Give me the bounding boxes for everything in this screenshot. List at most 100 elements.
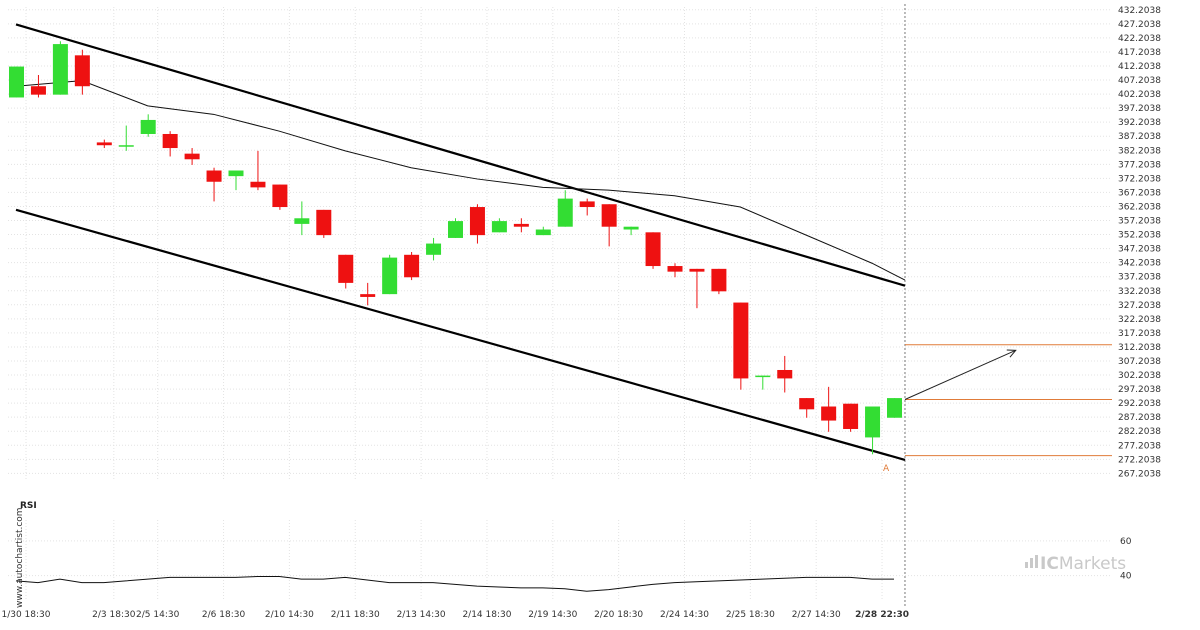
y-tick-label: 432.2038	[1118, 6, 1161, 16]
candle	[601, 204, 617, 247]
candle	[645, 232, 661, 269]
brand-bar-1	[1025, 562, 1028, 568]
axes: 432.2038 427.2038 422.2038 417.2038 412.2038…	[1, 6, 1161, 620]
candle-body	[645, 232, 661, 267]
brand-bar-3	[1035, 555, 1038, 568]
candle	[272, 184, 288, 210]
y-tick-label: 287.2038	[1118, 413, 1161, 423]
watermark-text: www.autochartist.com	[15, 507, 25, 608]
brand-part-1: IC	[1040, 554, 1059, 574]
x-tick-label: 2/10 14:30	[265, 610, 314, 620]
candle	[755, 375, 771, 390]
candle	[733, 302, 749, 390]
candle-body	[228, 170, 244, 177]
candle	[140, 114, 156, 137]
candle	[30, 74, 46, 98]
candles	[9, 41, 902, 455]
candle-body	[601, 204, 617, 227]
candle-body	[777, 369, 793, 379]
projection-arrowhead	[1006, 349, 1017, 358]
candle	[865, 406, 881, 455]
y-tick-label: 362.2038	[1118, 202, 1161, 212]
candle-body	[799, 398, 815, 410]
candle-body	[360, 294, 376, 297]
candle	[316, 209, 332, 238]
y-tick-label: 292.2038	[1118, 399, 1161, 409]
candle	[338, 254, 354, 289]
candle	[887, 398, 902, 418]
candle	[294, 201, 310, 236]
y-tick-label: 347.2038	[1118, 245, 1161, 255]
moving-average-line	[15, 80, 906, 281]
candle-body	[294, 218, 310, 224]
candle-body	[96, 142, 112, 146]
x-tick-label: 2/24 14:30	[660, 610, 709, 620]
y-tick-label: 357.2038	[1118, 217, 1161, 227]
candle-body	[74, 55, 90, 87]
y-tick-label: 272.2038	[1118, 455, 1161, 465]
candle-body	[250, 181, 266, 188]
y-tick-label: 382.2038	[1118, 146, 1161, 156]
levels: A	[883, 344, 1112, 474]
candle-body	[491, 221, 507, 233]
x-tick-label: 2/27 14:30	[792, 610, 841, 620]
brand-logo: ICMarkets	[1025, 554, 1126, 574]
candle-body	[667, 266, 683, 272]
x-tick-label: 2/25 18:30	[726, 610, 775, 620]
x-tick-label: 2/11 18:30	[331, 610, 380, 620]
rsi-grid	[8, 520, 1112, 600]
x-tick-label: 2/13 14:30	[397, 610, 446, 620]
candle	[777, 355, 793, 393]
candle	[184, 148, 200, 165]
candle-body	[272, 184, 288, 208]
candle-body	[140, 119, 156, 134]
candle-body	[865, 406, 881, 438]
candle-body	[9, 66, 24, 98]
x-tick-label: 1/30 18:30	[1, 610, 50, 620]
y-tick-label: 317.2038	[1118, 329, 1161, 339]
candle	[206, 167, 222, 202]
candle	[491, 218, 507, 233]
candle-body	[557, 198, 573, 227]
candle-body	[469, 207, 485, 236]
y-tick-label: 342.2038	[1118, 259, 1161, 269]
y-tick-label: 387.2038	[1118, 132, 1161, 142]
y-tick-label: 402.2038	[1118, 90, 1161, 100]
candle	[9, 66, 24, 98]
y-tick-label: 327.2038	[1118, 301, 1161, 311]
candle-body	[535, 229, 551, 236]
rsi-title: RSI	[20, 501, 37, 511]
candle	[404, 251, 420, 281]
y-tick-label: 407.2038	[1118, 76, 1161, 86]
y-tick-label: 372.2038	[1118, 174, 1161, 184]
y-tick-label: 397.2038	[1118, 104, 1161, 114]
rsi-y-tick-label: 60	[1120, 537, 1132, 547]
candle-body	[206, 170, 222, 182]
projection-line	[904, 349, 1016, 400]
candle	[118, 125, 134, 151]
candle-body	[623, 226, 639, 230]
y-tick-label: 392.2038	[1118, 118, 1161, 128]
x-tick-label: 2/20 18:30	[594, 610, 643, 620]
candle	[711, 268, 727, 295]
candle	[250, 150, 266, 191]
candle-body	[711, 268, 727, 292]
candle-body	[404, 254, 420, 278]
y-tick-label: 282.2038	[1118, 427, 1161, 437]
y-tick-label: 302.2038	[1118, 371, 1161, 381]
candle-body	[755, 375, 771, 378]
candle	[557, 190, 573, 227]
candle-body	[733, 302, 749, 379]
candle	[821, 386, 837, 432]
candle	[469, 204, 485, 244]
candle-body	[338, 254, 354, 283]
candle-body	[30, 86, 46, 95]
y-tick-label: 322.2038	[1118, 315, 1161, 325]
candle-body	[426, 243, 442, 255]
candle	[74, 49, 90, 95]
candle	[513, 218, 529, 233]
candle-body	[52, 44, 68, 95]
y-tick-label: 367.2038	[1118, 188, 1161, 198]
y-tick-label: 307.2038	[1118, 357, 1161, 367]
candle-body	[162, 133, 178, 149]
